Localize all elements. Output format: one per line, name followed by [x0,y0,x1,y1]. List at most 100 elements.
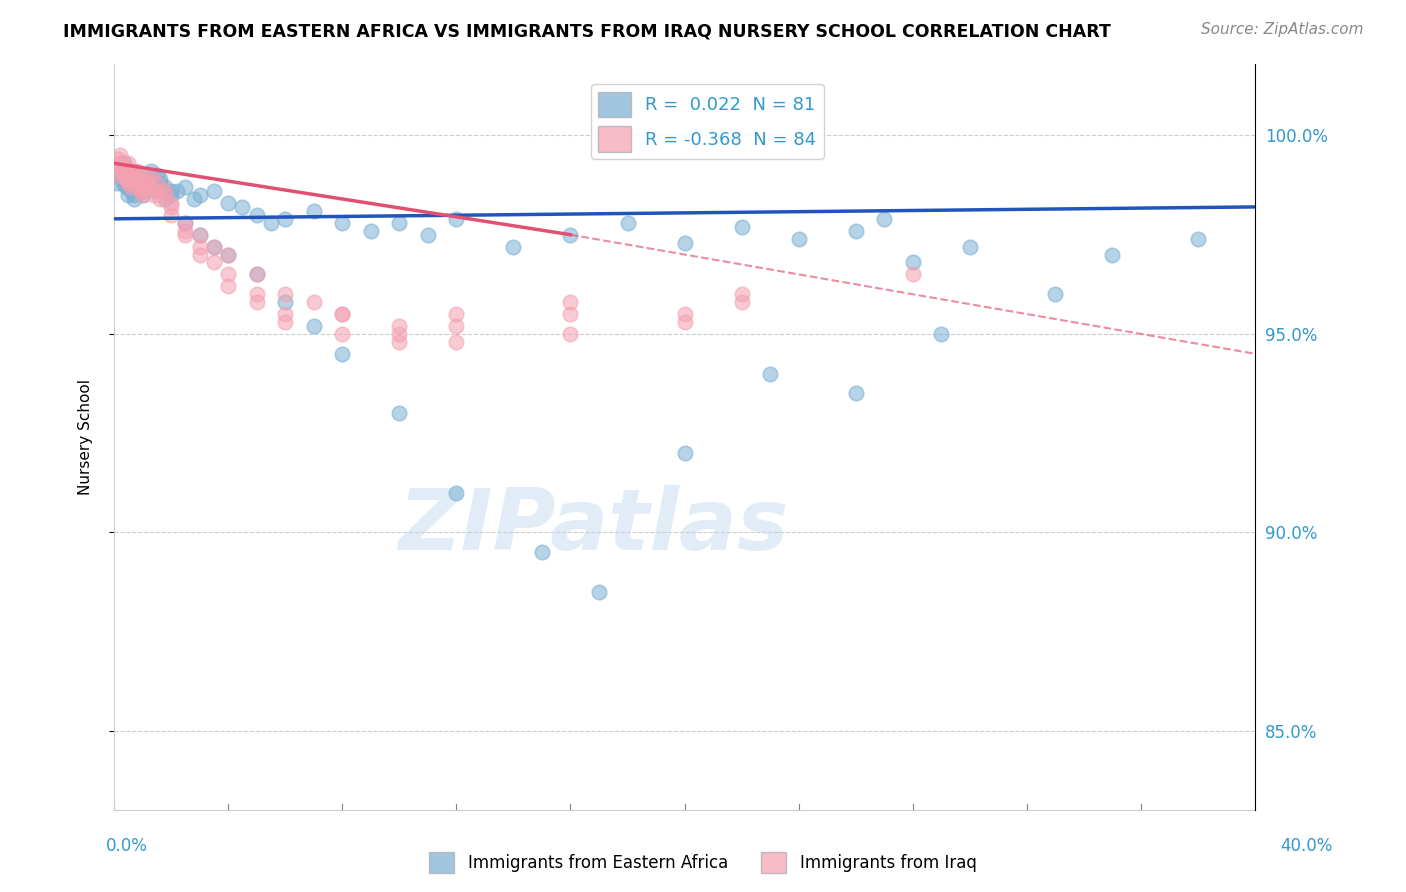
Point [174,216,197,230]
Point [117,188,139,202]
Point [108,160,131,174]
Point [446,334,468,349]
Text: ZIPatlas: ZIPatlas [398,485,789,568]
Point [274,295,297,310]
Point [787,232,810,246]
Point [217,247,239,261]
Point [845,224,868,238]
Point [160,200,183,214]
Point [120,184,142,198]
Point [217,279,239,293]
Point [105,176,128,190]
Point [128,184,150,198]
Point [107,168,129,182]
Point [217,268,239,282]
Point [246,268,269,282]
Point [149,176,172,190]
Point [128,172,150,186]
Point [274,315,297,329]
Point [673,235,696,250]
Point [330,216,353,230]
Point [125,164,148,178]
Point [143,184,166,198]
Point [202,239,225,253]
Point [1045,287,1067,301]
Point [108,148,131,162]
Point [160,196,183,211]
Point [136,172,159,186]
Point [616,216,638,230]
Point [274,211,297,226]
Point [111,164,134,178]
Point [131,188,153,202]
Point [117,156,139,170]
Point [120,168,142,182]
Point [302,295,325,310]
Point [560,295,582,310]
Point [131,188,153,202]
Point [122,192,145,206]
Point [560,326,582,341]
Point [160,188,183,202]
Point [131,184,153,198]
Point [759,367,782,381]
Point [149,192,172,206]
Point [1187,232,1209,246]
Text: 0.0%: 0.0% [105,837,148,855]
Point [134,176,156,190]
Point [122,176,145,190]
Point [388,406,411,420]
Point [274,307,297,321]
Point [174,227,197,242]
Point [136,176,159,190]
Point [416,227,439,242]
Point [446,318,468,333]
Point [360,224,382,238]
Point [120,176,142,190]
Point [673,446,696,460]
Point [673,315,696,329]
Point [246,295,269,310]
Point [155,188,177,202]
Point [560,307,582,321]
Point [105,168,128,182]
Point [188,188,211,202]
Point [128,172,150,186]
Point [730,219,752,234]
Point [188,227,211,242]
Point [112,168,135,182]
Point [246,208,269,222]
Point [901,255,924,269]
Point [120,176,142,190]
Point [673,307,696,321]
Point [959,239,981,253]
Point [174,224,197,238]
Point [302,318,325,333]
Point [231,200,253,214]
Point [146,168,169,182]
Point [246,268,269,282]
Point [105,164,128,178]
Point [108,164,131,178]
Point [125,168,148,182]
Point [149,184,172,198]
Point [131,184,153,198]
Point [134,176,156,190]
Point [188,227,211,242]
Point [122,168,145,182]
Point [155,180,177,194]
Point [202,239,225,253]
Point [125,172,148,186]
Point [388,334,411,349]
Point [929,326,952,341]
Point [166,184,188,198]
Point [330,307,353,321]
Point [117,172,139,186]
Point [105,168,128,182]
Point [160,184,183,198]
Point [117,176,139,190]
Point [155,192,177,206]
Point [114,168,136,182]
Point [108,156,131,170]
Point [260,216,283,230]
